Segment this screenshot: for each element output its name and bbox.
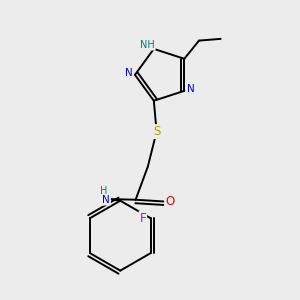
Text: N: N <box>125 68 133 78</box>
Text: N: N <box>187 84 194 94</box>
Text: O: O <box>165 195 175 208</box>
Text: NH: NH <box>140 40 155 50</box>
Text: S: S <box>153 125 160 138</box>
Text: N: N <box>102 195 110 205</box>
Text: F: F <box>140 212 146 225</box>
Text: H: H <box>100 186 107 196</box>
